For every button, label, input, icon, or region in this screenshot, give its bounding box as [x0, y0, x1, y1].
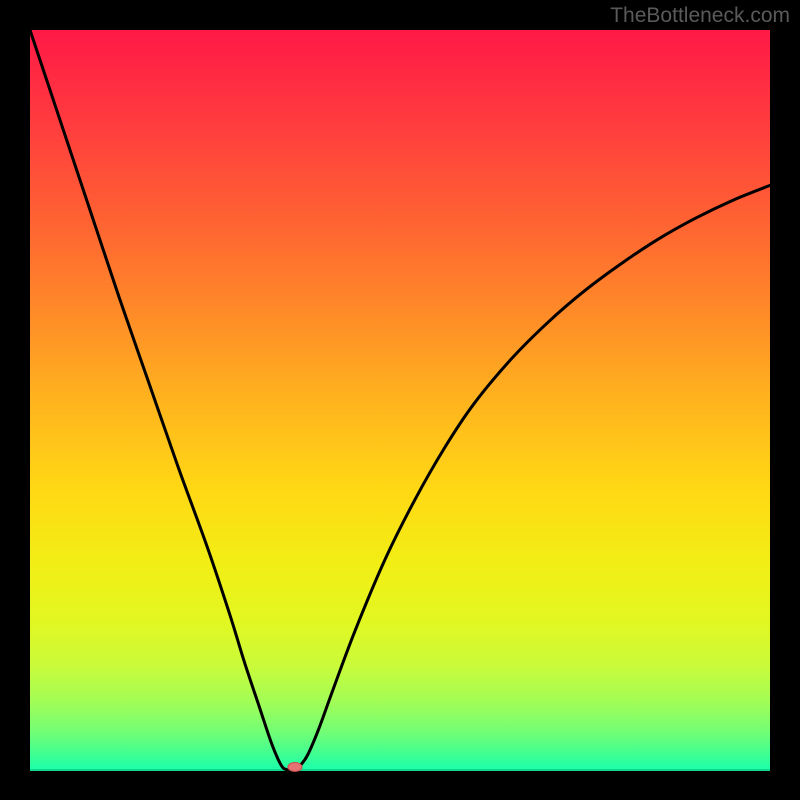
- chart-svg: [0, 0, 800, 800]
- watermark-text: TheBottleneck.com: [610, 4, 790, 28]
- optimum-marker: [288, 763, 302, 772]
- plot-background-gradient: [30, 30, 770, 770]
- bottleneck-chart: [0, 0, 800, 800]
